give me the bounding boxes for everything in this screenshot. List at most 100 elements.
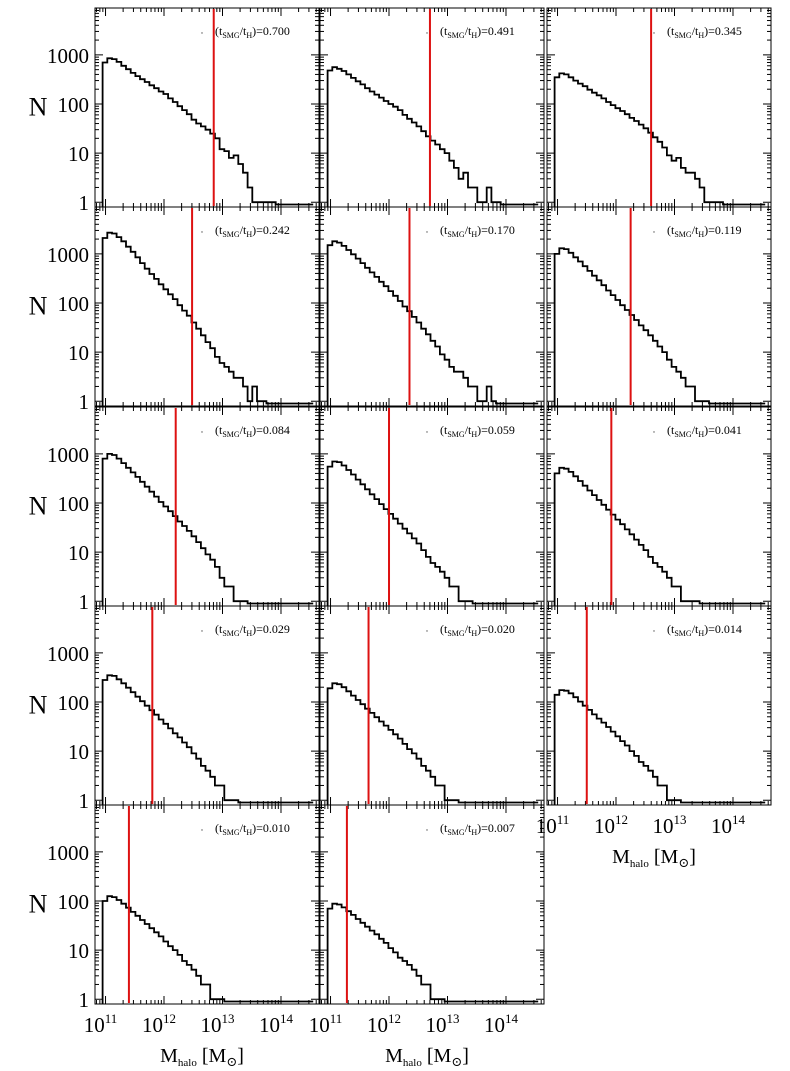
y-tick-label: 10: [68, 740, 89, 764]
y-axis-title: N: [29, 890, 48, 919]
label-dot: [201, 630, 203, 632]
panel-10: (tSMG/tH)=0.029 1 10 100 1000 N: [29, 605, 320, 813]
panel-ratio-label: (tSMG/tH)=0.010: [215, 821, 290, 837]
x-tick-exp: 12: [615, 812, 628, 827]
y-axis-title: N: [29, 492, 48, 521]
label-slash: /t: [240, 223, 247, 237]
x-title-sun: ⊙: [678, 855, 689, 870]
label-sub-smg: SMG: [447, 629, 465, 638]
label-slash: /t: [692, 423, 699, 437]
x-axis-title: Mhalo [M⊙]: [385, 1045, 469, 1069]
panel-frame: [546, 605, 772, 806]
panel-2: (tSMG/tH)=0.491: [319, 7, 545, 208]
x-title-sub: halo: [630, 858, 649, 870]
histogram-step: [326, 240, 539, 406]
label-slash: /t: [240, 423, 247, 437]
panel-ratio-label: (tSMG/tH)=0.119: [667, 223, 741, 239]
label-slash: /t: [465, 821, 472, 835]
x-tick-base: 10: [711, 814, 732, 838]
panel-ratio-label: (tSMG/tH)=0.020: [440, 622, 515, 638]
histogram-step: [101, 453, 314, 606]
x-tick-exp: 14: [505, 1011, 519, 1026]
x-tick-base: 10: [594, 814, 615, 838]
x-tick-label: 1014: [711, 812, 746, 838]
x-title-sub: halo: [178, 1057, 197, 1069]
label-dot: [426, 630, 428, 632]
x-title-close: ]: [462, 1045, 469, 1067]
x-tick-label: 1013: [200, 1011, 234, 1037]
x-tick-exp: 14: [280, 1011, 294, 1026]
label-slash: /t: [692, 24, 699, 38]
y-tick-label: 1000: [47, 642, 89, 666]
label-dot: [201, 32, 203, 34]
x-axis-title: Mhalo [M⊙]: [612, 846, 696, 870]
x-tick-exp: 13: [673, 812, 686, 827]
panel-ratio-label: (tSMG/tH)=0.014: [667, 622, 742, 638]
label-dot: [426, 431, 428, 433]
label-sub-h: H: [246, 430, 252, 439]
x-tick-exp: 12: [388, 1011, 401, 1026]
label-eq: )=: [704, 24, 715, 38]
label-slash: /t: [465, 223, 472, 237]
label-sub-smg: SMG: [222, 629, 240, 638]
label-eq: )=: [252, 24, 263, 38]
label-sub-smg: SMG: [674, 629, 692, 638]
x-title-close: ]: [237, 1045, 244, 1067]
label-slash: /t: [240, 622, 247, 636]
panel-ratio-label: (tSMG/tH)=0.059: [440, 423, 515, 439]
label-sub-smg: SMG: [447, 828, 465, 837]
label-sub-h: H: [246, 31, 252, 40]
y-tick-label: 1: [79, 789, 90, 813]
y-tick-label: 1000: [47, 243, 89, 267]
label-sub-smg: SMG: [222, 31, 240, 40]
label-dot: [653, 431, 655, 433]
histogram-step: [553, 72, 766, 207]
x-tick-base: 10: [484, 1013, 505, 1037]
label-sub-smg: SMG: [447, 31, 465, 40]
label-ratio-value: 0.020: [488, 622, 515, 636]
panel-ratio-label: (tSMG/tH)=0.491: [440, 24, 515, 40]
label-sub-h: H: [698, 31, 704, 40]
label-sub-h: H: [471, 430, 477, 439]
label-slash: /t: [465, 622, 472, 636]
label-dot: [653, 630, 655, 632]
panel-8: (tSMG/tH)=0.059: [319, 406, 545, 607]
x-tick-label: 1011: [536, 812, 570, 838]
label-slash: /t: [240, 24, 247, 38]
x-tick-label: 1012: [142, 1011, 176, 1037]
x-tick-label: 1012: [367, 1011, 401, 1037]
panel-1: (tSMG/tH)=0.700 1 10 100 1000 N: [29, 7, 320, 215]
label-ratio-value: 0.119: [715, 223, 742, 237]
histogram-step: [553, 689, 766, 805]
label-slash: /t: [465, 24, 472, 38]
x-tick-exp: 14: [732, 812, 746, 827]
x-tick-exp: 12: [163, 1011, 176, 1026]
x-tick-base: 10: [142, 1013, 163, 1037]
panel-4: (tSMG/tH)=0.242 1 10 100 1000 N: [29, 206, 320, 414]
label-sub-smg: SMG: [674, 430, 692, 439]
label-slash: /t: [465, 423, 472, 437]
label-dot: [201, 829, 203, 831]
panel-ratio-label: (tSMG/tH)=0.700: [215, 24, 290, 40]
x-tick-base: 10: [425, 1013, 446, 1037]
label-slash: /t: [692, 223, 699, 237]
x-tick-label: 1011: [309, 1011, 343, 1037]
panel-ratio-label: (tSMG/tH)=0.007: [440, 821, 515, 837]
y-tick-label: 10: [68, 142, 89, 166]
label-dot: [426, 231, 428, 233]
label-eq: )=: [252, 622, 263, 636]
label-ratio-value: 0.007: [488, 821, 515, 835]
y-tick-label: 100: [58, 492, 90, 516]
y-tick-label: 1: [79, 390, 90, 414]
x-tick-base: 10: [309, 1013, 330, 1037]
x-title-bracket: [M: [654, 846, 679, 868]
y-axis-title: N: [29, 691, 48, 720]
y-tick-label: 10: [68, 939, 89, 963]
label-dot: [653, 32, 655, 34]
label-sub-smg: SMG: [674, 230, 692, 239]
label-eq: )=: [252, 223, 263, 237]
x-title-sub: halo: [403, 1057, 422, 1069]
